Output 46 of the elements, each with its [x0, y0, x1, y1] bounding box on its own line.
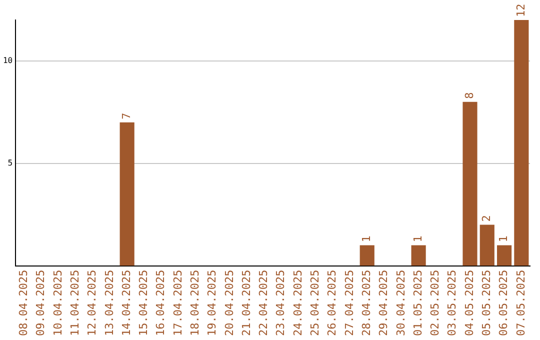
data-label: 1: [411, 236, 424, 242]
x-tick-label: 30.04.2025: [394, 270, 408, 336]
y-tick-label: 5: [8, 158, 13, 168]
bar: [462, 102, 478, 266]
x-tick-label: 10.04.2025: [51, 270, 64, 336]
x-tick-label: 18.04.2025: [188, 270, 202, 336]
data-label: 7: [120, 112, 133, 120]
x-tick-label: 27.04.2025: [342, 270, 356, 336]
bar: [120, 122, 134, 266]
x-tick-label: 28.04.2025: [360, 270, 373, 336]
x-tick-label: 16.04.2025: [154, 270, 168, 336]
x-tick-label: 01.05.2025: [411, 270, 424, 336]
y-tick-label: 10: [2, 56, 13, 66]
data-label: 1: [360, 236, 373, 242]
x-tick-label: 03.05.2025: [446, 270, 459, 336]
x-tick-label: 26.04.2025: [326, 270, 339, 336]
x-tick-label: 14.04.2025: [120, 270, 133, 336]
x-tick-label: 13.04.2025: [102, 270, 116, 336]
bar: [514, 20, 529, 266]
x-tick-label: 06.05.2025: [497, 270, 510, 336]
x-tick-label: 21.04.2025: [240, 270, 253, 336]
data-label: 2: [480, 215, 493, 222]
x-tick-label: 04.05.2025: [462, 270, 476, 336]
x-tick-label: 12.04.2025: [86, 270, 99, 336]
x-tick-label: 29.04.2025: [377, 270, 390, 336]
x-tick-label: 02.05.2025: [428, 270, 442, 336]
bar: [411, 245, 426, 266]
bar: [480, 224, 494, 266]
x-tick-label: 11.04.2025: [68, 270, 82, 336]
x-tick-label: 08.04.2025: [17, 270, 30, 336]
x-tick-label: 23.04.2025: [274, 270, 288, 336]
x-tick-label: 05.05.2025: [480, 270, 493, 336]
x-tick-label: 25.04.2025: [308, 270, 322, 336]
x-tick-label: 09.04.2025: [34, 270, 48, 336]
x-tick-label: 07.05.2025: [514, 270, 528, 336]
data-label: 8: [462, 92, 476, 99]
data-label: 1: [497, 236, 510, 242]
x-tick-label: 19.04.2025: [206, 270, 219, 336]
x-tick-label: 20.04.2025: [222, 270, 236, 336]
data-label: 12: [514, 4, 528, 17]
bar: [496, 245, 512, 266]
x-tick-label: 15.04.2025: [137, 270, 150, 336]
x-tick-label: 24.04.2025: [291, 270, 304, 336]
x-tick-label: 17.04.2025: [171, 270, 184, 336]
bar: [360, 245, 374, 266]
x-tick-label: 22.04.2025: [257, 270, 270, 336]
